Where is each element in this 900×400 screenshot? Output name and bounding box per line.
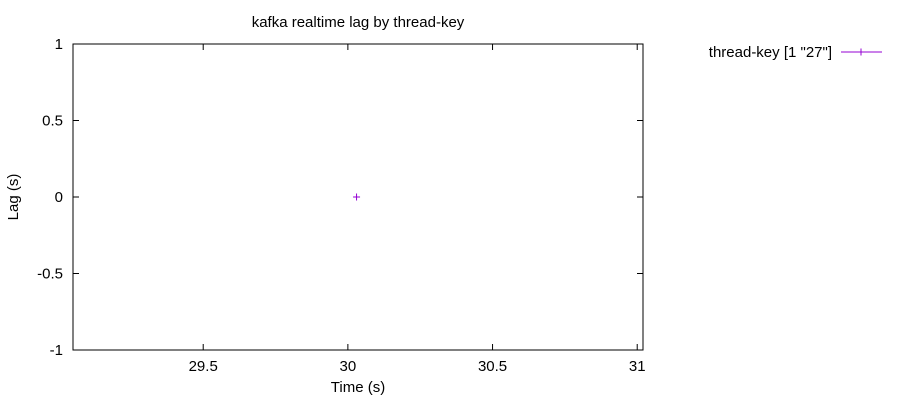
y-tick-label: -0.5 [37,266,63,283]
legend-plus-marker [857,48,865,56]
series-layer [353,193,361,201]
x-axis: 29.5 30 30.5 31 [189,44,646,375]
x-tick-label: 30.5 [478,358,507,375]
legend: thread-key [1 "27"] [709,44,882,61]
x-tick-label: 31 [629,358,646,375]
y-tick-label: 0 [55,189,63,206]
data-point [353,193,361,201]
x-tick-label: 30 [340,358,357,375]
y-axis: -1 -0.5 0 0.5 1 [37,36,643,359]
legend-marker [857,48,865,56]
x-tick-label: 29.5 [189,358,218,375]
y-axis-label: Lag (s) [5,174,22,221]
y-tick-label: -1 [50,342,63,359]
x-axis-label: Time (s) [331,379,385,396]
legend-label: thread-key [1 "27"] [709,44,832,61]
y-tick-label: 0.5 [42,113,63,130]
y-tick-label: 1 [55,36,63,53]
chart-title: kafka realtime lag by thread-key [252,14,465,31]
